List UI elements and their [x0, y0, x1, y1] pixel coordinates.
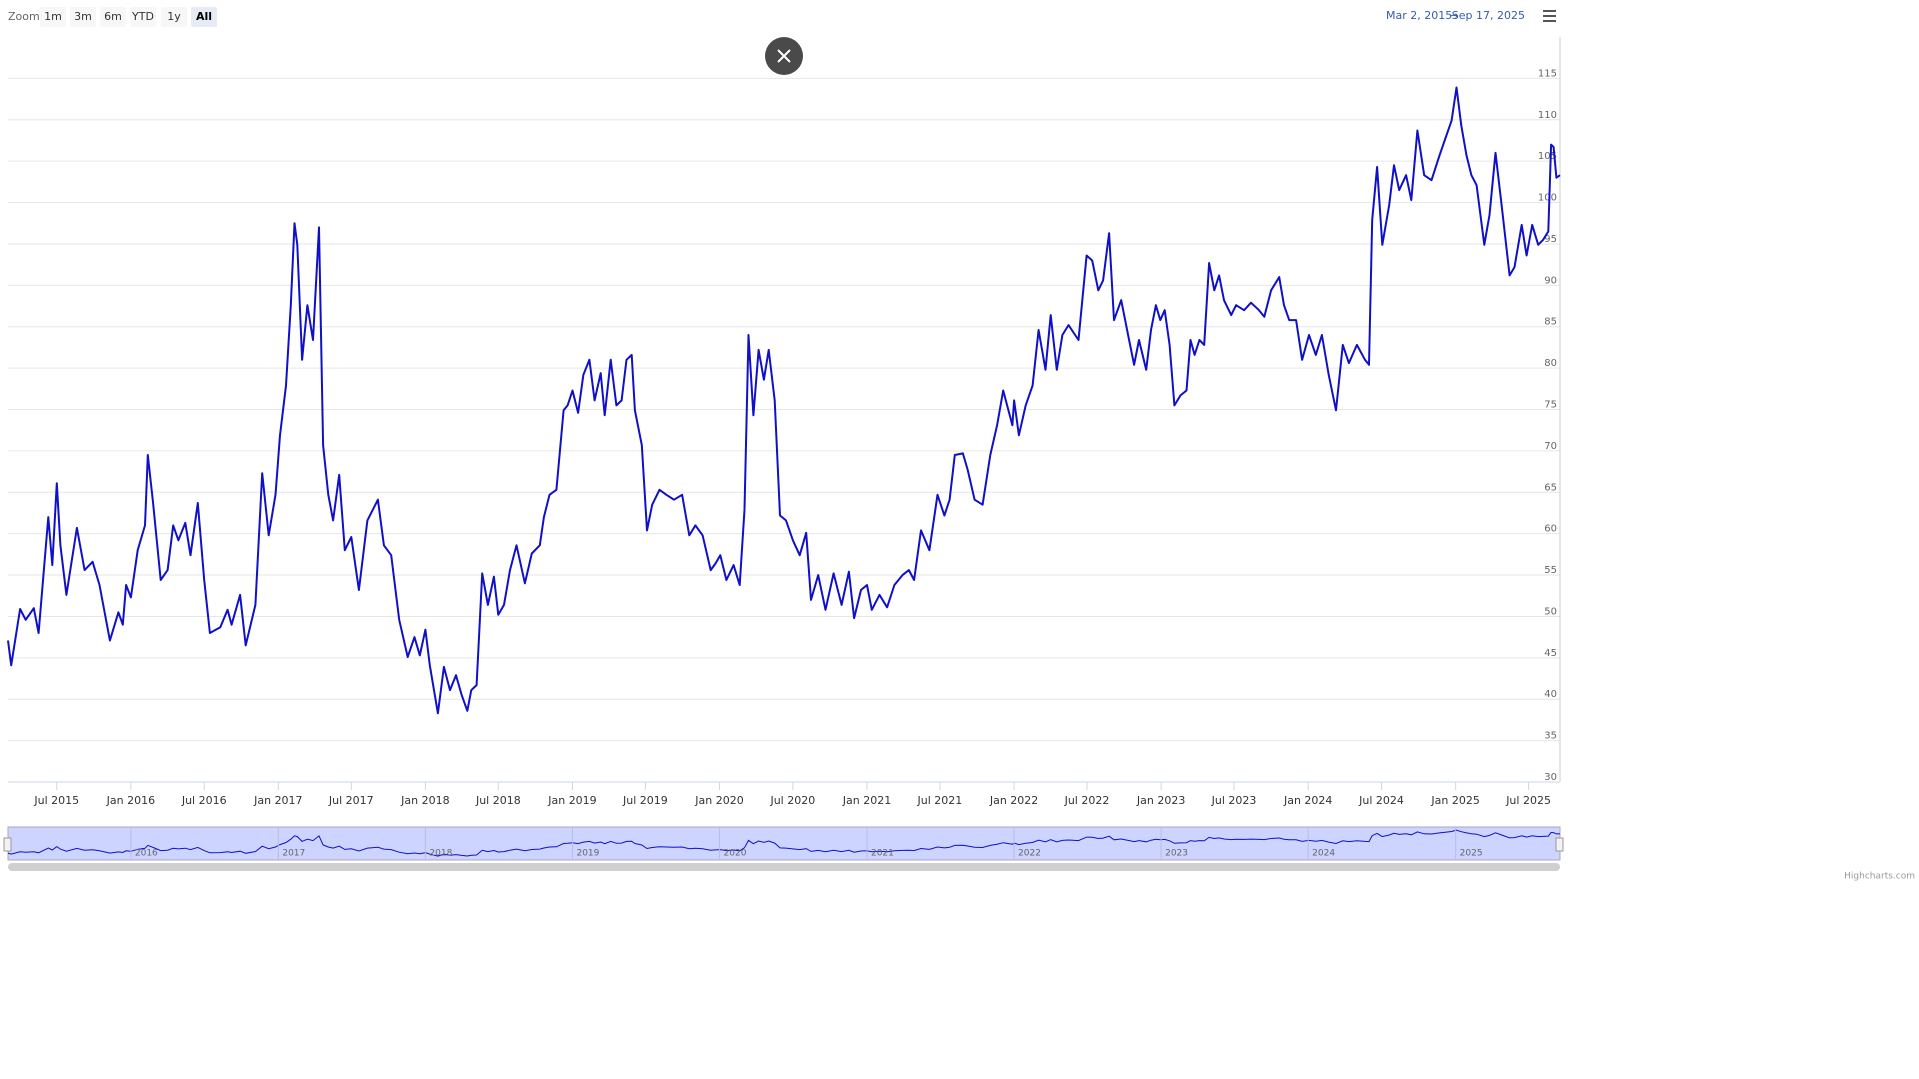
x-tick-label: Jan 2020: [694, 794, 743, 807]
y-tick-label: 80: [1544, 358, 1557, 369]
zoom-button-label[interactable]: 1m: [44, 10, 62, 23]
credit[interactable]: Highcharts.com: [1844, 872, 1915, 882]
navigator-label: 2019: [576, 849, 599, 859]
navigator-label: 2017: [282, 849, 305, 859]
scrollbar[interactable]: [8, 863, 1560, 871]
y-tick-label: 45: [1544, 648, 1557, 659]
navigator-label: 2023: [1165, 849, 1188, 859]
navigator-label: 2018: [429, 849, 452, 859]
x-tick-label: Jan 2021: [842, 794, 891, 807]
y-tick-label: 90: [1544, 275, 1557, 286]
x-tick-label: Jul 2021: [917, 794, 963, 807]
navigator-label: 2024: [1312, 849, 1335, 859]
y-tick-label: 115: [1538, 68, 1557, 79]
y-tick-label: 65: [1544, 482, 1557, 493]
zoom-button[interactable]: 1y: [161, 7, 187, 27]
x-tick-label: Jul 2022: [1064, 794, 1110, 807]
range-arrow: →: [1449, 9, 1458, 22]
x-tick-label: Jul 2018: [475, 794, 521, 807]
y-tick-label: 100: [1538, 193, 1557, 204]
x-tick-label: Jul 2024: [1358, 794, 1404, 807]
zoom-button-label[interactable]: 3m: [74, 10, 92, 23]
y-tick-label: 70: [1544, 441, 1557, 452]
navigator-label: 2020: [724, 849, 747, 859]
data-line: [7, 86, 1561, 715]
navigator-label: 2016: [135, 849, 158, 859]
y-tick-label: 105: [1538, 151, 1557, 162]
x-tick-label: Jan 2018: [400, 794, 449, 807]
zoom-button[interactable]: 6m: [100, 7, 126, 27]
zoom-button[interactable]: YTD: [130, 7, 156, 27]
x-tick-label: Jul 2020: [769, 794, 815, 807]
zoom-button-bg: [70, 7, 96, 27]
x-tick-label: Jan 2022: [989, 794, 1038, 807]
navigator-label: 2022: [1018, 849, 1041, 859]
zoom-button-label[interactable]: 6m: [104, 10, 122, 23]
range-start[interactable]: Mar 2, 2015: [1386, 9, 1452, 22]
y-tick-label: 95: [1544, 234, 1557, 245]
y-tick-label: 60: [1544, 524, 1557, 535]
y-tick-label: 50: [1544, 606, 1557, 617]
x-tick-label: Jul 2015: [33, 794, 79, 807]
zoom-button[interactable]: All: [191, 7, 217, 27]
zoom-button-bg: [191, 7, 217, 27]
range-end[interactable]: Sep 17, 2025: [1452, 9, 1525, 22]
navigator-label: 2021: [871, 849, 894, 859]
x-tick-label: Jan 2017: [253, 794, 302, 807]
y-tick-label: 110: [1538, 110, 1557, 121]
zoom-button[interactable]: 1m: [40, 7, 66, 27]
x-tick-label: Jul 2025: [1505, 794, 1551, 807]
x-tick-label: Jul 2023: [1211, 794, 1257, 807]
y-tick-label: 40: [1544, 689, 1557, 700]
navigator-handle[interactable]: [3, 837, 12, 852]
zoom-button-bg: [40, 7, 66, 27]
zoom-button-bg: [161, 7, 187, 27]
zoom-button-bg: [130, 7, 156, 27]
zoom-button-label[interactable]: YTD: [131, 10, 154, 23]
navigator-line: [7, 829, 1561, 857]
x-tick-label: Jan 2019: [547, 794, 596, 807]
zoom-button-label[interactable]: 1y: [167, 10, 181, 23]
navigator-label: 2025: [1460, 849, 1483, 859]
x-tick-label: Jan 2016: [106, 794, 155, 807]
x-tick-label: Jul 2017: [328, 794, 374, 807]
zoom-button-label[interactable]: All: [196, 10, 212, 23]
navigator-handle[interactable]: [1555, 837, 1564, 852]
x-tick-label: Jul 2016: [181, 794, 227, 807]
y-tick-label: 55: [1544, 565, 1557, 576]
y-tick-label: 30: [1544, 772, 1557, 783]
x-tick-label: Jan 2025: [1430, 794, 1479, 807]
y-tick-label: 35: [1544, 731, 1557, 742]
x-tick-label: Jan 2024: [1283, 794, 1332, 807]
zoom-label: Zoom: [8, 10, 40, 23]
zoom-button[interactable]: 3m: [70, 7, 96, 27]
x-tick-label: Jan 2023: [1136, 794, 1185, 807]
x-tick-label: Jul 2019: [622, 794, 668, 807]
y-tick-label: 85: [1544, 317, 1557, 328]
zoom-button-bg: [100, 7, 126, 27]
close-button[interactable]: [765, 37, 803, 75]
y-tick-label: 75: [1544, 400, 1557, 411]
menu-icon[interactable]: [1543, 10, 1556, 22]
